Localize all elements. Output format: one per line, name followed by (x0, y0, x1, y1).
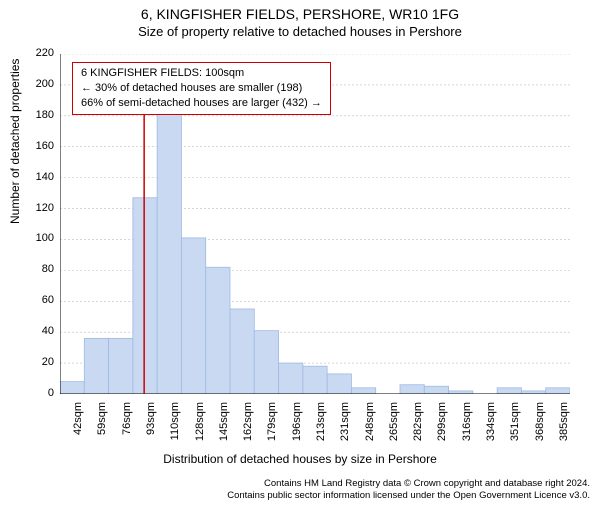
y-tick-label: 120 (24, 202, 54, 214)
chart-title-subtitle: Size of property relative to detached ho… (0, 24, 600, 39)
x-tick-label: 59sqm (96, 402, 108, 452)
x-tick-label: 248sqm (364, 402, 376, 452)
x-tick-label: 145sqm (218, 402, 230, 452)
footer-line2: Contains public sector information licen… (227, 490, 590, 502)
chart-title-address: 6, KINGFISHER FIELDS, PERSHORE, WR10 1FG (0, 6, 600, 22)
x-axis-label: Distribution of detached houses by size … (0, 452, 600, 466)
x-tick-label: 265sqm (388, 402, 400, 452)
x-tick-label: 316sqm (461, 402, 473, 452)
x-tick-label: 162sqm (242, 402, 254, 452)
x-tick-label: 213sqm (315, 402, 327, 452)
y-tick-label: 100 (24, 232, 54, 244)
info-box-line1: 6 KINGFISHER FIELDS: 100sqm (81, 66, 322, 81)
y-tick-label: 40 (24, 325, 54, 337)
y-tick-label: 160 (24, 140, 54, 152)
info-box-line3: 66% of semi-detached houses are larger (… (81, 96, 322, 111)
y-axis-label: Number of detached properties (8, 59, 22, 224)
x-tick-label: 76sqm (121, 402, 133, 452)
y-tick-label: 0 (24, 387, 54, 399)
y-tick-label: 140 (24, 171, 54, 183)
x-tick-label: 282sqm (412, 402, 424, 452)
x-tick-label: 110sqm (169, 402, 181, 452)
y-tick-label: 80 (24, 263, 54, 275)
x-tick-label: 368sqm (534, 402, 546, 452)
y-tick-label: 60 (24, 294, 54, 306)
x-tick-label: 93sqm (145, 402, 157, 452)
x-tick-label: 196sqm (291, 402, 303, 452)
x-tick-label: 334sqm (485, 402, 497, 452)
x-tick-label: 128sqm (194, 402, 206, 452)
info-box: 6 KINGFISHER FIELDS: 100sqm ← 30% of det… (72, 62, 331, 115)
footer-line1: Contains HM Land Registry data © Crown c… (227, 478, 590, 490)
y-tick-label: 180 (24, 109, 54, 121)
info-box-line2: ← 30% of detached houses are smaller (19… (81, 81, 322, 96)
x-tick-label: 385sqm (558, 402, 570, 452)
y-tick-label: 220 (24, 47, 54, 59)
x-tick-label: 42sqm (72, 402, 84, 452)
footer-attribution: Contains HM Land Registry data © Crown c… (227, 478, 590, 502)
x-tick-label: 351sqm (509, 402, 521, 452)
x-tick-label: 179sqm (266, 402, 278, 452)
x-tick-label: 299sqm (436, 402, 448, 452)
x-tick-label: 231sqm (339, 402, 351, 452)
y-tick-label: 20 (24, 356, 54, 368)
y-tick-label: 200 (24, 78, 54, 90)
